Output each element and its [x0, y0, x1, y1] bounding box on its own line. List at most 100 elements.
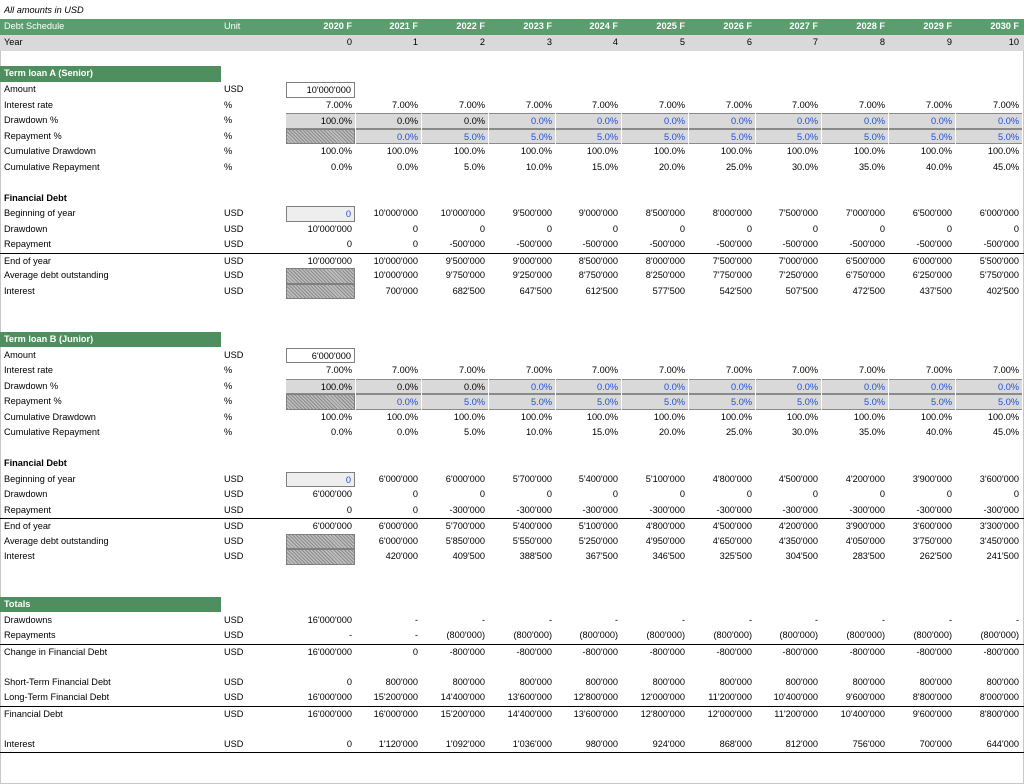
drawdown-pct-input[interactable]: 0.0% — [622, 113, 688, 129]
repayment-pct-input[interactable]: 5.0% — [689, 128, 755, 144]
value-cell: -800'000 — [516, 646, 552, 657]
drawdown-pct-input[interactable]: 0.0% — [356, 113, 421, 129]
drawdown-pct-input[interactable]: 0.0% — [622, 378, 688, 394]
drawdown-pct-input[interactable]: 0.0% — [489, 113, 555, 129]
value-cell: 700'000 — [919, 738, 952, 749]
drawdown-pct-input[interactable]: 0.0% — [756, 378, 821, 394]
value-cell: 7.00% — [858, 365, 885, 375]
boy-input[interactable]: 0 — [286, 206, 355, 222]
value-cell: -500'000 — [516, 239, 552, 249]
repayment-pct-input[interactable]: 5.0% — [822, 128, 888, 144]
row-unit: % — [224, 161, 233, 172]
repayment-pct-input[interactable]: 0.0% — [356, 394, 421, 410]
drawdown-pct-input[interactable]: 100.0% — [286, 378, 355, 394]
row-unit: USD — [224, 349, 244, 360]
value-cell — [356, 348, 421, 364]
value-cell — [756, 82, 821, 98]
drawdown-pct-input[interactable]: 0.0% — [556, 113, 621, 129]
value-cell: -500'000 — [582, 239, 618, 249]
value-cell: 100.0% — [586, 411, 618, 422]
repayment-pct-input[interactable]: 0.0% — [356, 128, 421, 144]
value-cell: 283'500 — [852, 551, 885, 561]
value-cell: 980'000 — [585, 738, 618, 749]
drawdown-pct-input[interactable]: 0.0% — [956, 113, 1022, 129]
drawdown-pct-input[interactable]: 0.0% — [889, 113, 955, 129]
hatched-cell — [286, 128, 355, 144]
value-cell: 4'800'000 — [645, 521, 685, 531]
repayment-pct-input[interactable]: 5.0% — [756, 128, 821, 144]
drawdown-pct-input[interactable]: 0.0% — [822, 113, 888, 129]
totals-change-row: Change in Financial Debt USD 16'000'000 0 -8… — [0, 643, 1024, 661]
row-unit: USD — [224, 255, 244, 266]
repayment-pct-input[interactable]: 5.0% — [422, 394, 488, 410]
row-unit: % — [224, 130, 233, 141]
year-index-cell: 7 — [812, 37, 818, 47]
repayment-pct-input[interactable]: 5.0% — [822, 394, 888, 410]
value-cell: 437'500 — [919, 285, 952, 296]
drawdown-pct-input[interactable]: 0.0% — [422, 378, 488, 394]
repayment-pct-input[interactable]: 5.0% — [422, 128, 488, 144]
value-cell: 472'500 — [852, 285, 885, 296]
repayment-pct-input[interactable]: 5.0% — [622, 128, 688, 144]
drawdown-pct-input[interactable]: 0.0% — [356, 378, 421, 394]
value-cell: (800'000) — [846, 630, 885, 640]
value-cell: 868'000 — [719, 738, 752, 749]
value-cell: 13'600'000 — [573, 708, 618, 719]
value-cell: 100.0% — [320, 146, 352, 156]
boy-input[interactable]: 0 — [286, 471, 355, 487]
value-cell: 9'000'000 — [512, 255, 552, 266]
drawdown-pct-input[interactable]: 0.0% — [822, 378, 888, 394]
value-cell: 12'800'000 — [573, 692, 618, 702]
row-unit: USD — [224, 708, 244, 719]
value-cell: 4'200'000 — [778, 521, 818, 531]
repayment-pct-input[interactable]: 5.0% — [622, 394, 688, 410]
repayment-pct-input[interactable]: 5.0% — [889, 128, 955, 144]
value-cell: 682'500 — [452, 285, 485, 296]
value-cell: 7.00% — [791, 365, 818, 375]
drawdown-pct-input[interactable]: 0.0% — [756, 113, 821, 129]
amount-input[interactable]: 6'000'000 — [286, 347, 355, 363]
year-header-cell: 2025 F — [656, 21, 685, 31]
header-row: Debt Schedule Unit 2020 F 2021 F 2022 F 2023 … — [0, 19, 1024, 35]
year-index-cell: 4 — [612, 37, 618, 47]
value-cell: 7.00% — [391, 99, 418, 110]
drawdown-pct-input[interactable]: 100.0% — [286, 113, 355, 129]
value-cell: -500'000 — [716, 239, 752, 249]
loan-a-interest-rate-row: Interest rate% 7.00% 7.00% 7.00% 7.00% 7.00% 7… — [0, 98, 1024, 114]
drawdown-pct-input[interactable]: 0.0% — [689, 378, 755, 394]
value-cell — [422, 348, 488, 364]
value-cell: 5'550'000 — [512, 535, 552, 546]
drawdown-pct-input[interactable]: 0.0% — [889, 378, 955, 394]
row-label: Cumulative Repayment — [4, 161, 100, 172]
value-cell: 100.0% — [720, 411, 752, 422]
row-label: Long-Term Financial Debt — [4, 692, 110, 702]
value-cell: 0 — [346, 504, 352, 515]
row-label: Drawdown — [4, 223, 48, 234]
repayment-pct-input[interactable]: 5.0% — [956, 128, 1022, 144]
value-cell: 800'000 — [852, 676, 885, 687]
value-cell: 6'500'000 — [912, 208, 952, 218]
repayment-pct-input[interactable]: 5.0% — [889, 394, 955, 410]
value-cell: 9'600'000 — [845, 692, 885, 702]
repayment-pct-input[interactable]: 5.0% — [556, 394, 621, 410]
repayment-pct-input[interactable]: 5.0% — [689, 394, 755, 410]
repayment-pct-input[interactable]: 5.0% — [556, 128, 621, 144]
note-row: All amounts in USD — [0, 3, 1024, 19]
value-cell: 8'500'000 — [578, 255, 618, 266]
value-cell: 7.00% — [525, 365, 552, 375]
value-cell — [422, 82, 488, 98]
drawdown-pct-input[interactable]: 0.0% — [422, 113, 488, 129]
drawdown-pct-input[interactable]: 0.0% — [689, 113, 755, 129]
repayment-pct-input[interactable]: 5.0% — [489, 394, 555, 410]
value-cell: 7.00% — [325, 365, 352, 375]
drawdown-pct-input[interactable]: 0.0% — [956, 378, 1022, 394]
repayment-pct-input[interactable]: 5.0% — [756, 394, 821, 410]
drawdown-pct-input[interactable]: 0.0% — [489, 378, 555, 394]
row-label: Repayment — [4, 239, 51, 249]
drawdown-pct-input[interactable]: 0.0% — [556, 378, 621, 394]
repayment-pct-input[interactable]: 5.0% — [956, 394, 1022, 410]
value-cell: 16'000'000 — [307, 708, 352, 719]
repayment-pct-input[interactable]: 5.0% — [489, 128, 555, 144]
amount-input[interactable]: 10'000'000 — [286, 82, 355, 98]
value-cell: 6'000'000 — [378, 473, 418, 484]
